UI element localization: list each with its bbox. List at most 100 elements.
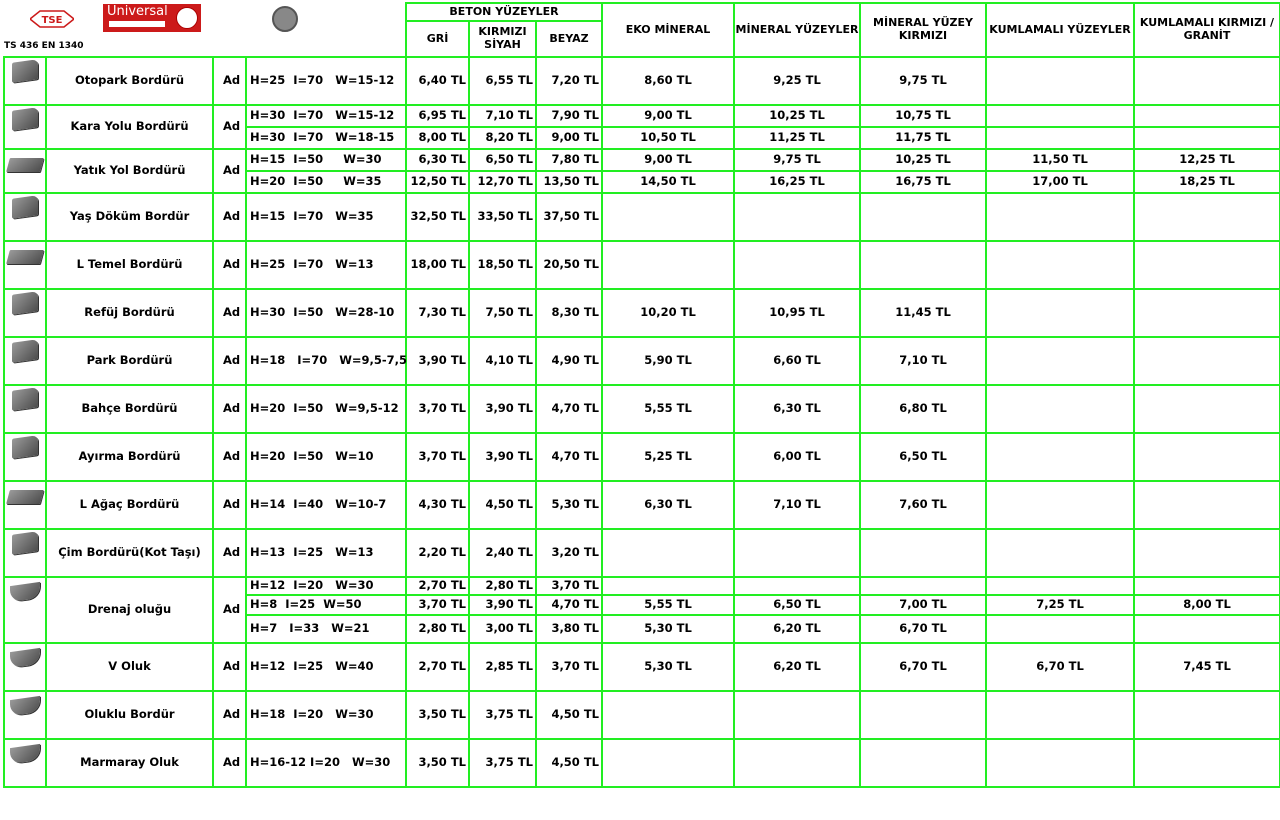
price-kumlamali: [985, 240, 1135, 290]
table-row: Bahçe Bordürü Ad H=20 I=50 W=9,5-12 3,70 TL…: [3, 384, 1280, 434]
price-eko-mineral: [601, 240, 735, 290]
dimensions-cell: H=20 I=50 W=10: [245, 432, 407, 482]
table-row: Oluklu Bordür Ad H=18 I=20 W=30 3,50 TL 3,75…: [3, 690, 1280, 740]
unit-cell: Ad: [212, 528, 247, 578]
price-gri: 6,40 TL: [405, 56, 470, 106]
product-name: Yaş Döküm Bordür: [45, 192, 214, 242]
product-name: Park Bordürü: [45, 336, 214, 386]
curb-stone-icon: [6, 250, 44, 264]
price-eko-mineral: [601, 192, 735, 242]
price-kirmizi: 3,75 TL: [468, 690, 537, 740]
price-gri: 6,95 TL: [405, 104, 470, 128]
price-gri: 6,30 TL: [405, 148, 470, 172]
dimensions-cell: H=30 I=50 W=28-10: [245, 288, 407, 338]
price-gri: 2,70 TL: [405, 642, 470, 692]
price-beyaz: 4,70 TL: [535, 384, 603, 434]
price-kumlamali: [985, 576, 1135, 596]
price-kumlamali: [985, 192, 1135, 242]
curb-stone-icon: [10, 695, 40, 717]
price-mineral: [733, 576, 861, 596]
product-image: [3, 56, 47, 106]
price-mineral-kirmizi: 9,75 TL: [859, 56, 987, 106]
price-mineral: 10,95 TL: [733, 288, 861, 338]
price-kumlamali-granit: [1133, 614, 1280, 644]
price-mineral: [733, 738, 861, 788]
price-mineral: [733, 528, 861, 578]
product-name: Ayırma Bordürü: [45, 432, 214, 482]
price-beyaz: 7,80 TL: [535, 148, 603, 172]
mineral-header: MİNERAL YÜZEYLER: [733, 2, 861, 58]
product-image: [3, 192, 47, 242]
dimensions-cell: H=20 I=50 W=9,5-12: [245, 384, 407, 434]
product-image: [3, 148, 47, 194]
price-kumlamali-granit: [1133, 288, 1280, 338]
price-gri: 8,00 TL: [405, 126, 470, 150]
price-mineral: 7,10 TL: [733, 480, 861, 530]
table-row: Park Bordürü Ad H=18 I=70 W=9,5-7,5 3,90 TL…: [3, 336, 1280, 386]
price-eko-mineral: 5,90 TL: [601, 336, 735, 386]
price-mineral-kirmizi: [859, 528, 987, 578]
dimensions-cell: H=14 I=40 W=10-7: [245, 480, 407, 530]
price-eko-mineral: 14,50 TL: [601, 170, 735, 194]
product-image: [3, 384, 47, 434]
price-beyaz: 3,20 TL: [535, 528, 603, 578]
price-gri: 2,80 TL: [405, 614, 470, 644]
price-gri: 3,90 TL: [405, 336, 470, 386]
price-beyaz: 5,30 TL: [535, 480, 603, 530]
unit-cell: Ad: [212, 576, 247, 644]
price-mineral-kirmizi: [859, 240, 987, 290]
price-mineral: 6,50 TL: [733, 594, 861, 616]
dimensions-cell: H=15 I=70 W=35: [245, 192, 407, 242]
price-beyaz: 3,70 TL: [535, 576, 603, 596]
price-kumlamali-granit: [1133, 528, 1280, 578]
product-name: Refüj Bordürü: [45, 288, 214, 338]
price-kumlamali: [985, 104, 1135, 128]
price-kirmizi: 3,90 TL: [468, 432, 537, 482]
product-name: Bahçe Bordürü: [45, 384, 214, 434]
price-beyaz: 3,70 TL: [535, 642, 603, 692]
dimensions-cell: H=18 I=70 W=9,5-7,5: [245, 336, 407, 386]
price-kumlamali: [985, 738, 1135, 788]
price-mineral-kirmizi: 6,80 TL: [859, 384, 987, 434]
price-kumlamali: [985, 480, 1135, 530]
product-image: [3, 642, 47, 692]
price-mineral: [733, 690, 861, 740]
price-beyaz: 4,50 TL: [535, 738, 603, 788]
price-table: BETON YÜZEYLER EKO MİNERAL MİNERAL YÜZEY…: [3, 2, 1280, 788]
price-eko-mineral: 6,30 TL: [601, 480, 735, 530]
price-beyaz: 7,90 TL: [535, 104, 603, 128]
product-image: [3, 104, 47, 150]
product-name: Oluklu Bordür: [45, 690, 214, 740]
logo-area: [4, 3, 406, 57]
price-kumlamali-granit: 12,25 TL: [1133, 148, 1280, 172]
product-image: [3, 288, 47, 338]
price-gri: 12,50 TL: [405, 170, 470, 194]
price-kumlamali: 17,00 TL: [985, 170, 1135, 194]
table-row: L Ağaç Bordürü Ad H=14 I=40 W=10-7 4,30 TL 4…: [3, 480, 1280, 530]
unit-cell: Ad: [212, 738, 247, 788]
table-row: Çim Bordürü(Kot Taşı) Ad H=13 I=25 W=13 2,2…: [3, 528, 1280, 578]
price-gri: 7,30 TL: [405, 288, 470, 338]
price-eko-mineral: 5,30 TL: [601, 614, 735, 644]
curb-stone-icon: [10, 581, 40, 603]
price-beyaz: 20,50 TL: [535, 240, 603, 290]
price-kirmizi: 3,75 TL: [468, 738, 537, 788]
price-kumlamali-granit: 18,25 TL: [1133, 170, 1280, 194]
price-beyaz: 4,70 TL: [535, 432, 603, 482]
product-image: [3, 240, 47, 290]
price-kirmizi: 12,70 TL: [468, 170, 537, 194]
price-eko-mineral: 5,25 TL: [601, 432, 735, 482]
price-kirmizi: 6,50 TL: [468, 148, 537, 172]
kumlamali-granit-header: KUMLAMALI KIRMIZI / GRANİT: [1133, 2, 1280, 58]
price-kumlamali: [985, 384, 1135, 434]
price-kirmizi: 2,80 TL: [468, 576, 537, 596]
svg-text:TSE: TSE: [42, 15, 63, 26]
price-mineral-kirmizi: [859, 690, 987, 740]
price-beyaz: 13,50 TL: [535, 170, 603, 194]
price-beyaz: 4,70 TL: [535, 594, 603, 616]
curb-stone-icon: [12, 387, 38, 411]
dimensions-cell: H=7 I=33 W=21: [245, 614, 407, 644]
curb-stone-icon: [10, 743, 40, 765]
dimensions-cell: H=15 I=50 W=30: [245, 148, 407, 172]
price-mineral-kirmizi: 6,70 TL: [859, 642, 987, 692]
